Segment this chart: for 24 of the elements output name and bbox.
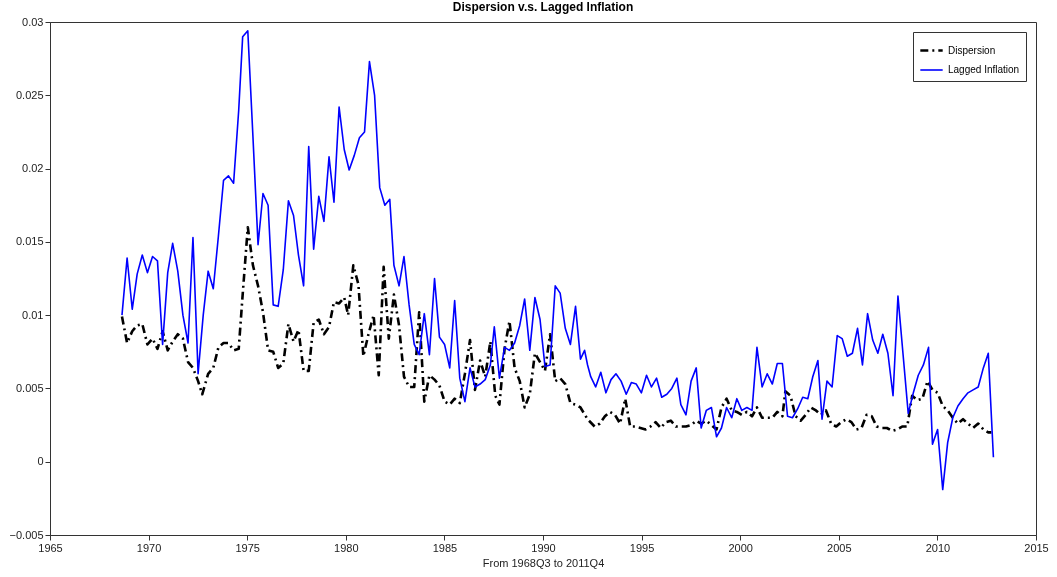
legend-label: Dispersion: [948, 44, 996, 56]
x-tick-label: 1990: [531, 541, 556, 554]
x-tick-label: 1980: [334, 541, 359, 554]
x-tick-label: 1985: [432, 541, 458, 554]
y-tick-label: 0.01: [22, 308, 44, 321]
y-tick-label: 0.005: [15, 381, 44, 394]
x-tick-label: 1995: [629, 541, 655, 554]
line-series: [120, 225, 993, 434]
y-tick-label: 0.02: [22, 162, 44, 175]
x-tick-label: 1970: [136, 541, 162, 554]
x-axis-title: From 1968Q3 to 2011Q4: [482, 556, 605, 569]
y-tick-label: 0.015: [15, 235, 44, 248]
x-tick-label: 2015: [1024, 541, 1049, 554]
x-tick-label: 1975: [235, 541, 260, 554]
x-tick-label: 2010: [925, 541, 951, 554]
y-tick-label: 0.025: [15, 88, 44, 101]
x-tick-label: 2005: [827, 541, 852, 554]
x-tick-label: 2000: [728, 541, 753, 554]
y-tick-label: 0.03: [22, 15, 44, 28]
y-tick-label: −0.005: [9, 528, 44, 541]
chart-title: Dispersion v.s. Lagged Inflation: [452, 0, 634, 14]
x-tick-label: 1965: [38, 541, 63, 554]
y-tick-label: 0: [37, 455, 44, 468]
legend-label: Lagged Inflation: [948, 64, 1020, 75]
